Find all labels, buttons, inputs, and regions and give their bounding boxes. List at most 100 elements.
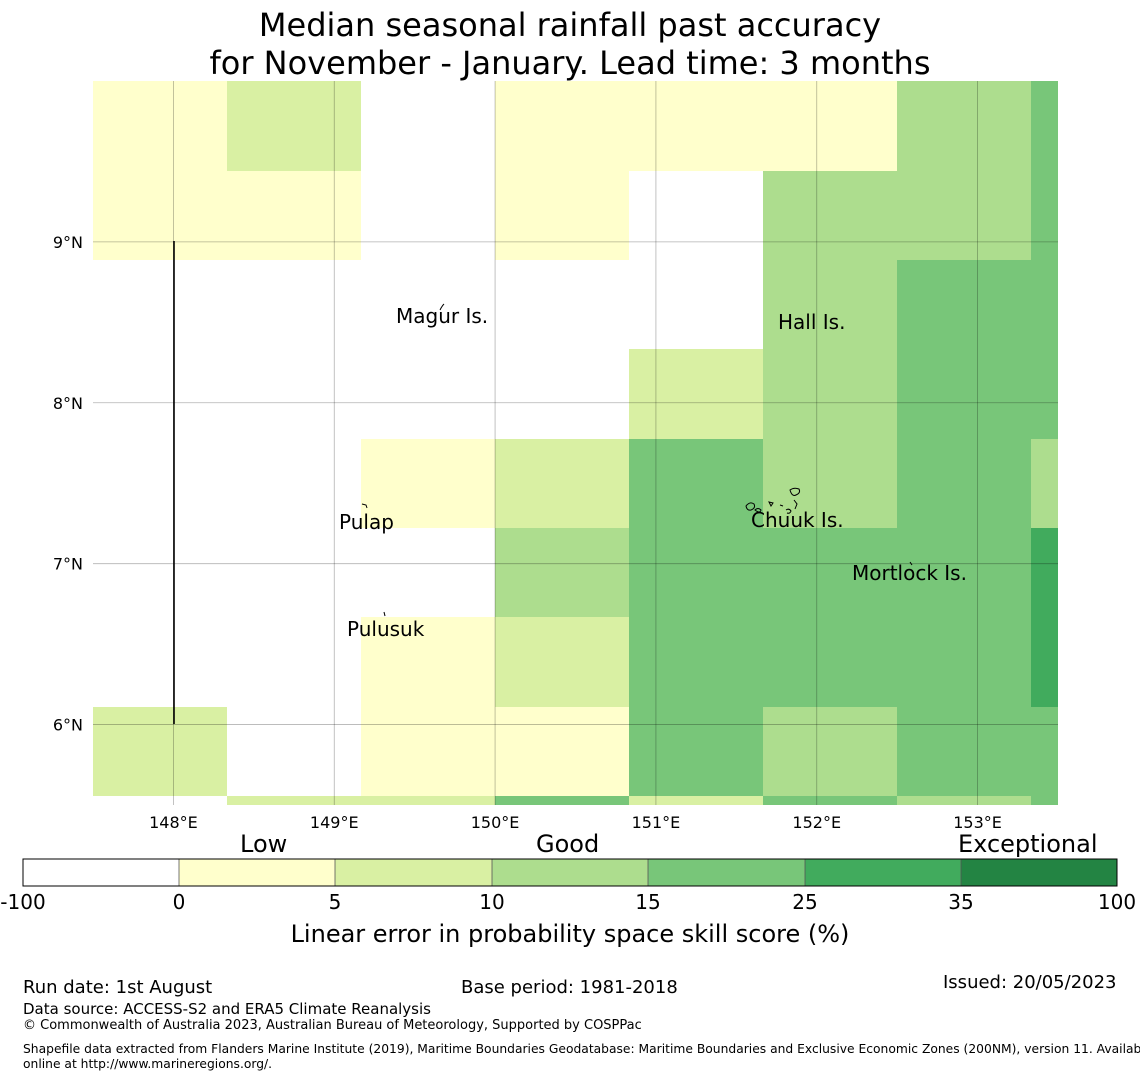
- colorbar-label: Linear error in probability space skill …: [291, 920, 850, 948]
- colorbar-swatch: [961, 859, 1117, 886]
- skill-cell: [897, 796, 1031, 805]
- skill-grid-cells: [93, 81, 1058, 805]
- skill-cell: [361, 617, 495, 707]
- latitude-tick-label: 8°N: [53, 394, 83, 413]
- skill-cell: [629, 617, 763, 707]
- skill-cell: [763, 171, 897, 260]
- skill-cell: [1031, 528, 1058, 617]
- copyright: © Commonwealth of Australia 2023, Austra…: [23, 1018, 642, 1033]
- place-labels: Magur Is. Hall Is. Pulap Chuuk Is. Mortlock …: [339, 304, 967, 641]
- island-outline: [793, 499, 798, 510]
- colorbar-category-exceptional: Exceptional: [958, 830, 1098, 858]
- colorbar-tick-label: 35: [948, 890, 973, 914]
- colorbar-swatch: [805, 859, 961, 886]
- colorbar-tick-label: 100: [1098, 890, 1136, 914]
- skill-cell: [1031, 260, 1058, 349]
- skill-cell: [897, 81, 1031, 171]
- colorbar-tick-label: 5: [329, 890, 342, 914]
- shapefile-credit-line-2: online at http://www.marineregions.org/.: [23, 1057, 273, 1071]
- run-date: Run date: 1st August: [23, 977, 213, 998]
- skill-cell: [227, 796, 361, 805]
- longitude-tick-label: 148°E: [149, 813, 198, 832]
- island-outline: [439, 303, 445, 311]
- skill-cell: [763, 617, 897, 707]
- skill-cell: [1031, 439, 1058, 528]
- colorbar-tick-label: 0: [173, 890, 186, 914]
- data-source: Data source: ACCESS-S2 and ERA5 Climate …: [23, 1000, 431, 1018]
- shapefile-credit-line-1: Shapefile data extracted from Flanders M…: [23, 1042, 1140, 1056]
- colorbar-frame: [22, 858, 1118, 887]
- skill-cell: [897, 617, 1031, 707]
- longitude-tick-label: 150°E: [471, 813, 520, 832]
- longitude-tick-label: 149°E: [310, 813, 359, 832]
- skill-cell: [227, 81, 361, 171]
- skill-cell: [629, 349, 763, 439]
- place-label: Pulap: [339, 510, 394, 534]
- island-outline: [361, 503, 368, 509]
- colorbar-swatch: [335, 859, 492, 886]
- latitude-tick-label: 9°N: [53, 233, 83, 252]
- latitude-tick-label: 6°N: [53, 716, 83, 735]
- skill-cell: [495, 439, 629, 528]
- island-outlines: [361, 303, 913, 617]
- colorbar-category-good: Good: [536, 830, 600, 858]
- skill-cell: [763, 260, 897, 349]
- skill-cell: [897, 707, 1031, 796]
- issued-date: Issued: 20/05/2023: [943, 972, 1117, 993]
- island-outline: [779, 504, 784, 507]
- map-title-line-1: Median seasonal rainfall past accuracy: [258, 6, 882, 44]
- skill-cell: [629, 528, 763, 617]
- skill-cell: [763, 528, 897, 617]
- colorbar-tick-label: 10: [479, 890, 504, 914]
- skill-cell: [495, 528, 629, 617]
- island-outline: [745, 502, 756, 511]
- skill-cell: [897, 528, 1031, 617]
- place-label: Pulusuk: [347, 617, 425, 641]
- island-outline: [789, 487, 801, 496]
- place-label: Chuuk Is.: [751, 508, 844, 532]
- skill-cell: [227, 171, 361, 260]
- skill-cell: [629, 796, 763, 805]
- place-label: Magur Is.: [396, 304, 488, 328]
- skill-cell: [763, 349, 897, 439]
- place-label: Mortlock Is.: [852, 561, 967, 585]
- skill-cell: [629, 81, 763, 171]
- colorbar-tick-label: 25: [792, 890, 817, 914]
- skill-cell: [495, 707, 629, 796]
- skill-cell: [1031, 617, 1058, 707]
- colorbar-swatch: [23, 859, 179, 886]
- longitude-tick-label: 153°E: [953, 813, 1002, 832]
- island-outline: [754, 508, 762, 513]
- skill-cell: [93, 81, 227, 171]
- skill-cell: [495, 796, 629, 805]
- skill-cell: [897, 171, 1031, 260]
- skill-cell: [763, 439, 897, 528]
- skill-cell: [361, 439, 495, 528]
- skill-cell: [1031, 707, 1058, 796]
- colorbar-swatch: [492, 859, 648, 886]
- skill-cell: [629, 439, 763, 528]
- colorbar-tick-label: -100: [0, 890, 45, 914]
- axis-tick-labels: 148°E 149°E 150°E 151°E 152°E 153°E 9°N 8°N 7°N 6…: [53, 233, 1002, 832]
- base-period: Base period: 1981-2018: [461, 977, 678, 998]
- colorbar-tick-label: 15: [635, 890, 660, 914]
- island-outline: [785, 508, 792, 514]
- skill-cell: [763, 81, 897, 171]
- longitude-tick-label: 151°E: [632, 813, 681, 832]
- colorbar-swatch: [179, 859, 335, 886]
- island-outline: [383, 611, 386, 617]
- map-title-line-2: for November - January. Lead time: 3 mon…: [209, 44, 931, 82]
- skill-cell: [629, 707, 763, 796]
- colorbar-category-low: Low: [240, 830, 288, 858]
- skill-cell: [1031, 81, 1058, 171]
- skill-cell: [1031, 796, 1058, 805]
- place-label: Hall Is.: [778, 310, 845, 334]
- skill-cell: [763, 707, 897, 796]
- skill-cell: [897, 260, 1031, 349]
- colorbar: -100 0 5 10 15 25 35 100: [0, 858, 1136, 914]
- skill-cell: [763, 796, 897, 805]
- skill-cell: [495, 81, 629, 171]
- skill-cell: [93, 707, 227, 796]
- island-outline: [909, 561, 913, 566]
